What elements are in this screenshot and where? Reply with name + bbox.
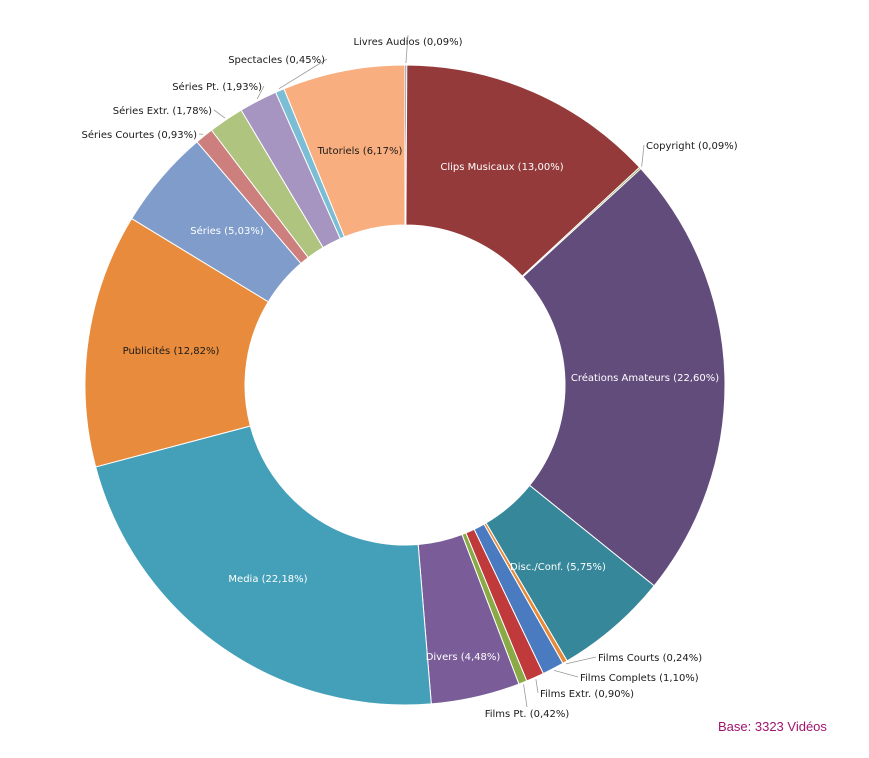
leader-lines-group xyxy=(198,34,645,708)
labels-group: Livres Audios (0,09%) Clips Musicaux (13,… xyxy=(81,37,737,720)
label-creations-amateurs: Créations Amateurs (22,60%) xyxy=(571,372,719,384)
base-note: Base: 3323 Vidéos xyxy=(718,719,827,734)
slices-group xyxy=(84,64,726,706)
leader-line-spectacles xyxy=(278,58,328,90)
slice-tutoriels xyxy=(283,64,406,238)
leader-line-series-extr xyxy=(213,109,226,119)
slice-creations-amateurs xyxy=(522,167,726,587)
leader-line-livres-audios xyxy=(405,34,409,64)
label-tutoriels: Tutoriels (6,17%) xyxy=(317,146,403,157)
leader-line-series-pt xyxy=(256,85,265,100)
label-spectacles: Spectacles (0,45%) xyxy=(228,55,325,66)
label-disc-conf: Disc./Conf. (5,75%) xyxy=(510,562,606,573)
leader-line-copyright xyxy=(641,144,645,167)
leader-line-films-pt xyxy=(523,684,528,708)
label-films-pt: Films Pt. (0,42%) xyxy=(485,709,570,720)
label-clips-musicaux: Clips Musicaux (13,00%) xyxy=(440,162,563,173)
label-series-extr: Séries Extr. (1,78%) xyxy=(113,105,212,117)
label-films-complets: Films Complets (1,10%) xyxy=(580,673,699,684)
leader-line-films-courts xyxy=(565,656,597,665)
label-films-extr: Films Extr. (0,90%) xyxy=(540,689,634,700)
label-copyright: Copyright (0,09%) xyxy=(646,141,738,152)
slice-publicites xyxy=(84,217,270,468)
label-series-pt: Séries Pt. (1,93%) xyxy=(172,81,262,93)
slice-media xyxy=(95,425,432,706)
label-publicites: Publicités (12,82%) xyxy=(123,345,220,357)
label-films-courts: Films Courts (0,24%) xyxy=(598,653,702,664)
label-livres-audios: Livres Audios (0,09%) xyxy=(353,37,462,48)
leader-line-films-extr xyxy=(535,679,539,694)
label-series: Séries (5,03%) xyxy=(190,225,264,237)
label-media: Media (22,18%) xyxy=(228,574,307,585)
slice-clips-musicaux xyxy=(405,64,641,277)
leader-line-films-complets xyxy=(554,670,579,678)
label-divers: Divers (4,48%) xyxy=(426,652,501,663)
label-series-courtes: Séries Courtes (0,93%) xyxy=(81,129,197,141)
